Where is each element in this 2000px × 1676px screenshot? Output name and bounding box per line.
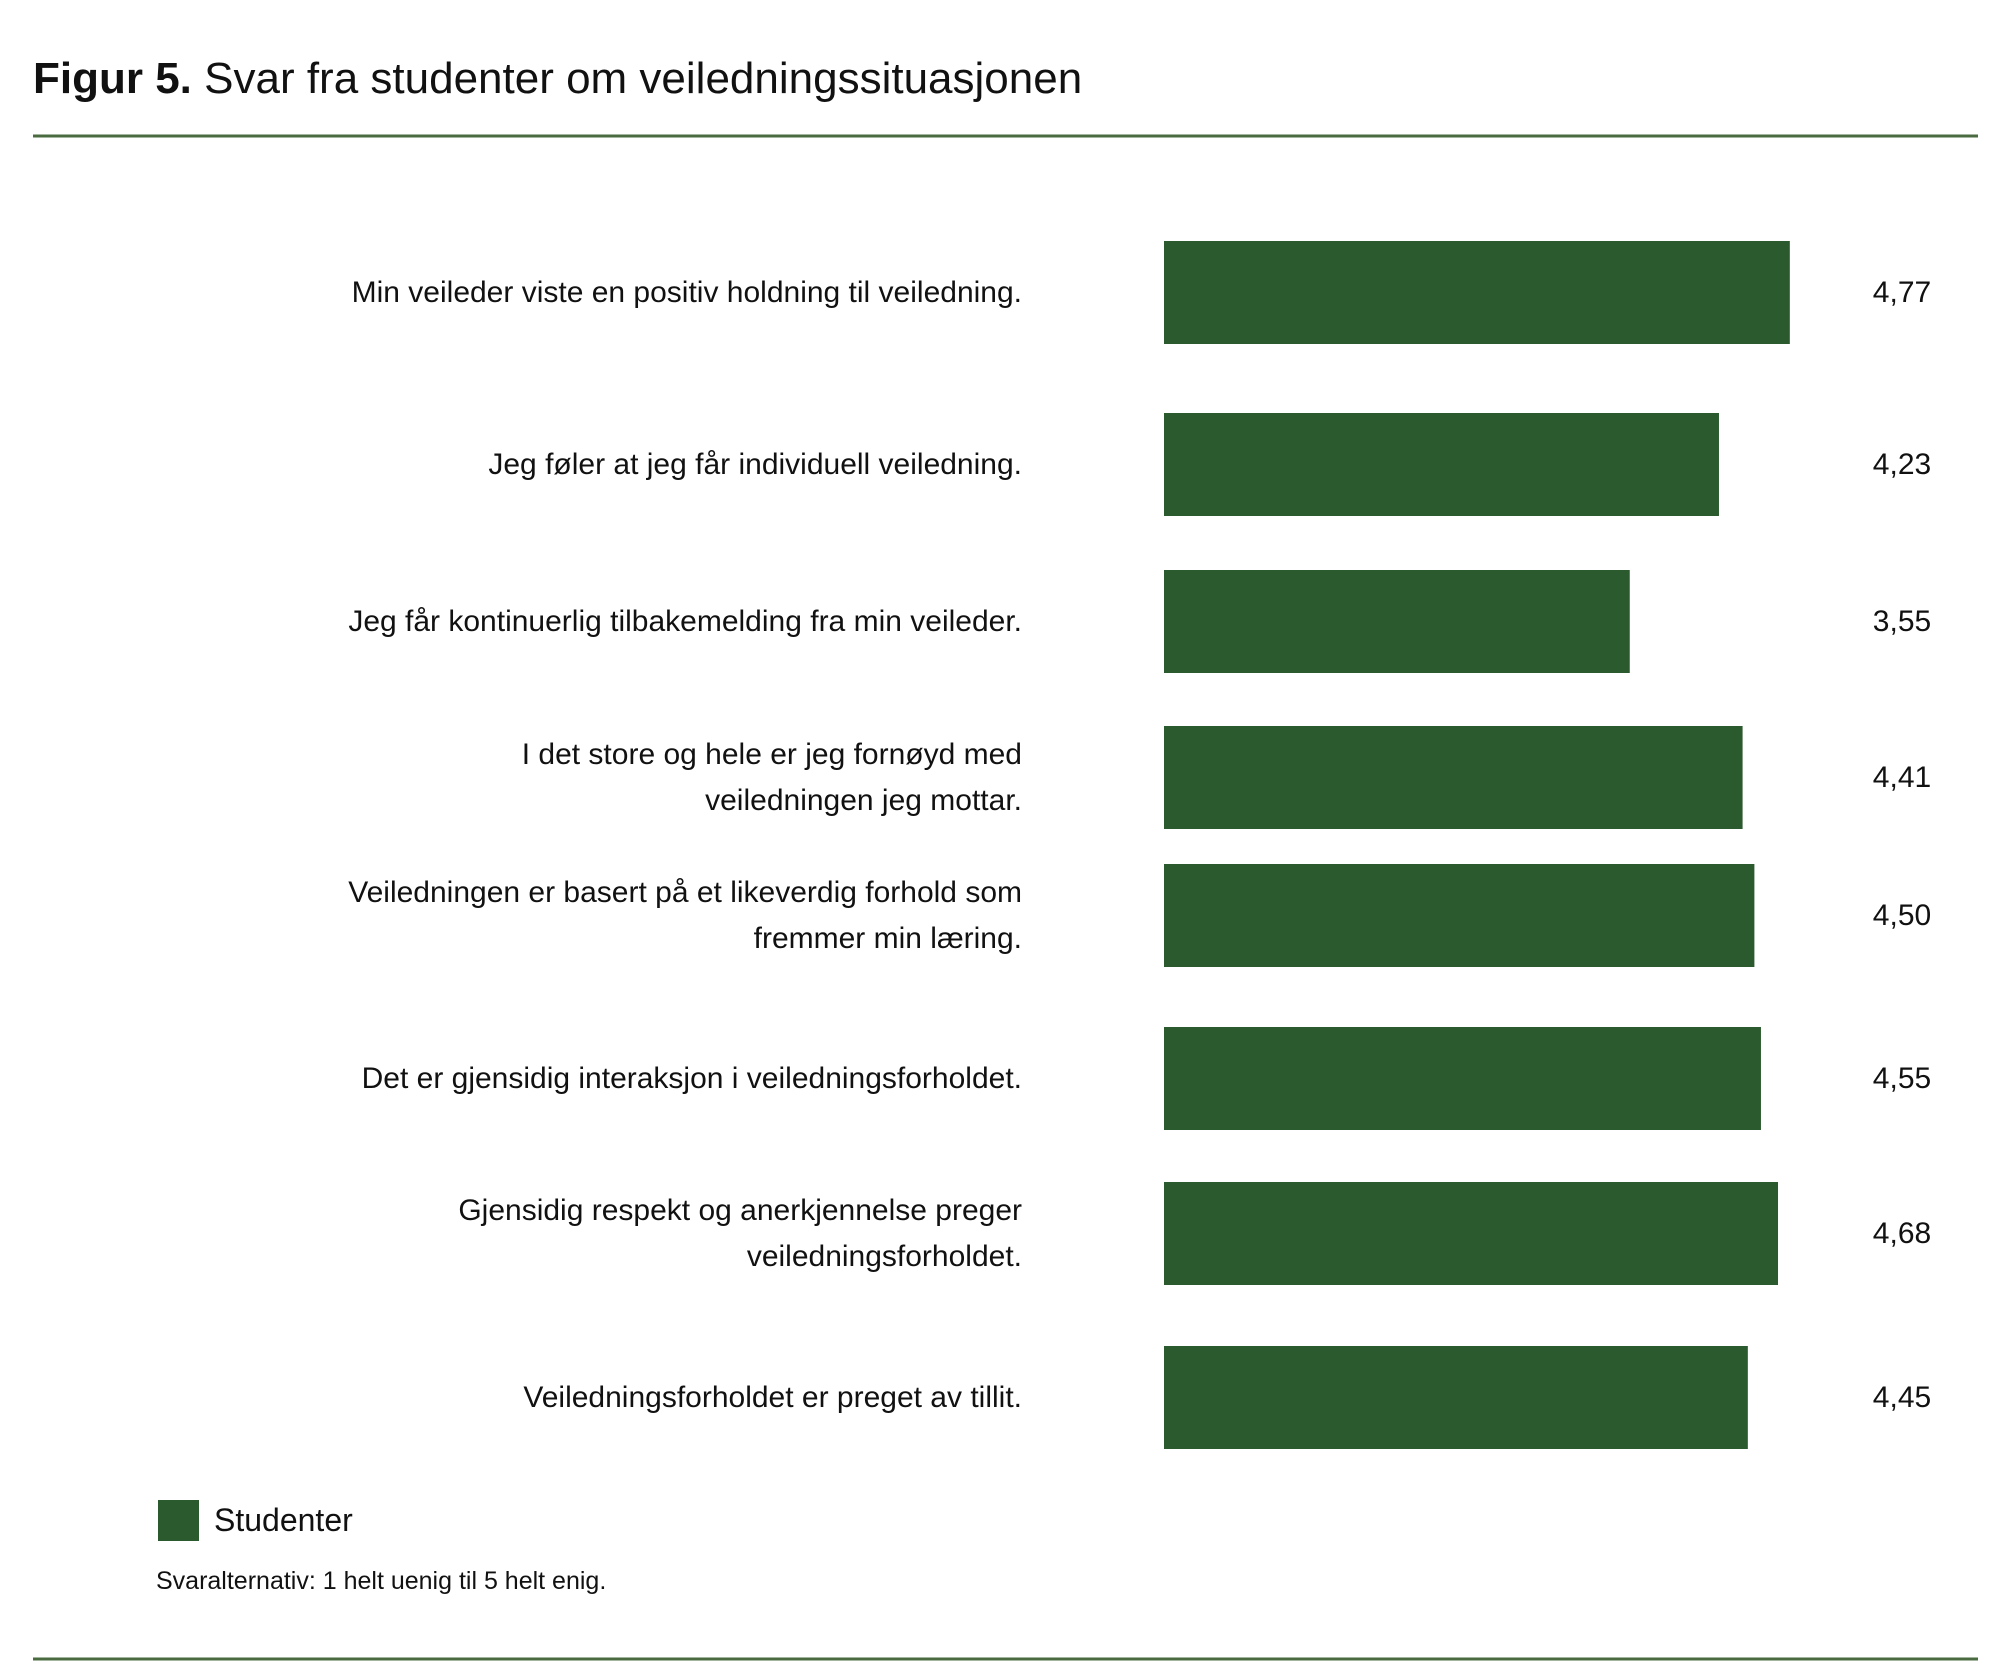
note: Svaralternativ: 1 helt uenig til 5 helt … — [156, 1567, 607, 1595]
category-label: Veiledningen er basert på et likeverdig … — [348, 875, 1022, 955]
category-label: I det store og hele er jeg fornøyd med v… — [521, 737, 1022, 817]
bar — [1164, 726, 1743, 829]
value-label: 4,68 — [1872, 1216, 1932, 1250]
legend-label: Studenter — [214, 1502, 353, 1538]
title-label: Figur 5. — [33, 54, 192, 103]
bar — [1164, 1027, 1761, 1130]
legend-swatch — [158, 1500, 199, 1541]
category-label: Gjensidig respekt og anerkjennelse prege… — [458, 1193, 1022, 1273]
bar — [1164, 864, 1755, 967]
value-label: 4,23 — [1872, 447, 1932, 481]
value-label: 3,55 — [1872, 604, 1932, 638]
value-label: 4,50 — [1872, 898, 1932, 932]
category-label: Jeg føler at jeg får individuell veiledn… — [488, 447, 1022, 481]
value-label: 4,77 — [1872, 275, 1932, 309]
category-label: Min veileder viste en positiv holdning t… — [351, 275, 1022, 309]
title: Figur 5. Svar fra studenter om veilednin… — [33, 54, 1082, 104]
bar — [1164, 413, 1719, 516]
category-label: Det er gjensidig interaksjon i veilednin… — [361, 1061, 1022, 1095]
value-label: 4,55 — [1872, 1061, 1932, 1095]
category-label: Jeg får kontinuerlig tilbakemelding fra … — [348, 604, 1022, 638]
title-text: Svar fra studenter om veiledningssituasj… — [204, 54, 1083, 103]
bar — [1164, 1182, 1779, 1285]
bar — [1164, 1346, 1748, 1449]
value-label: 4,45 — [1872, 1380, 1932, 1414]
bar — [1164, 241, 1790, 344]
category-label: Veiledningsforholdet er preget av tillit… — [523, 1380, 1022, 1414]
bar — [1164, 570, 1630, 673]
value-label: 4,41 — [1872, 760, 1932, 794]
